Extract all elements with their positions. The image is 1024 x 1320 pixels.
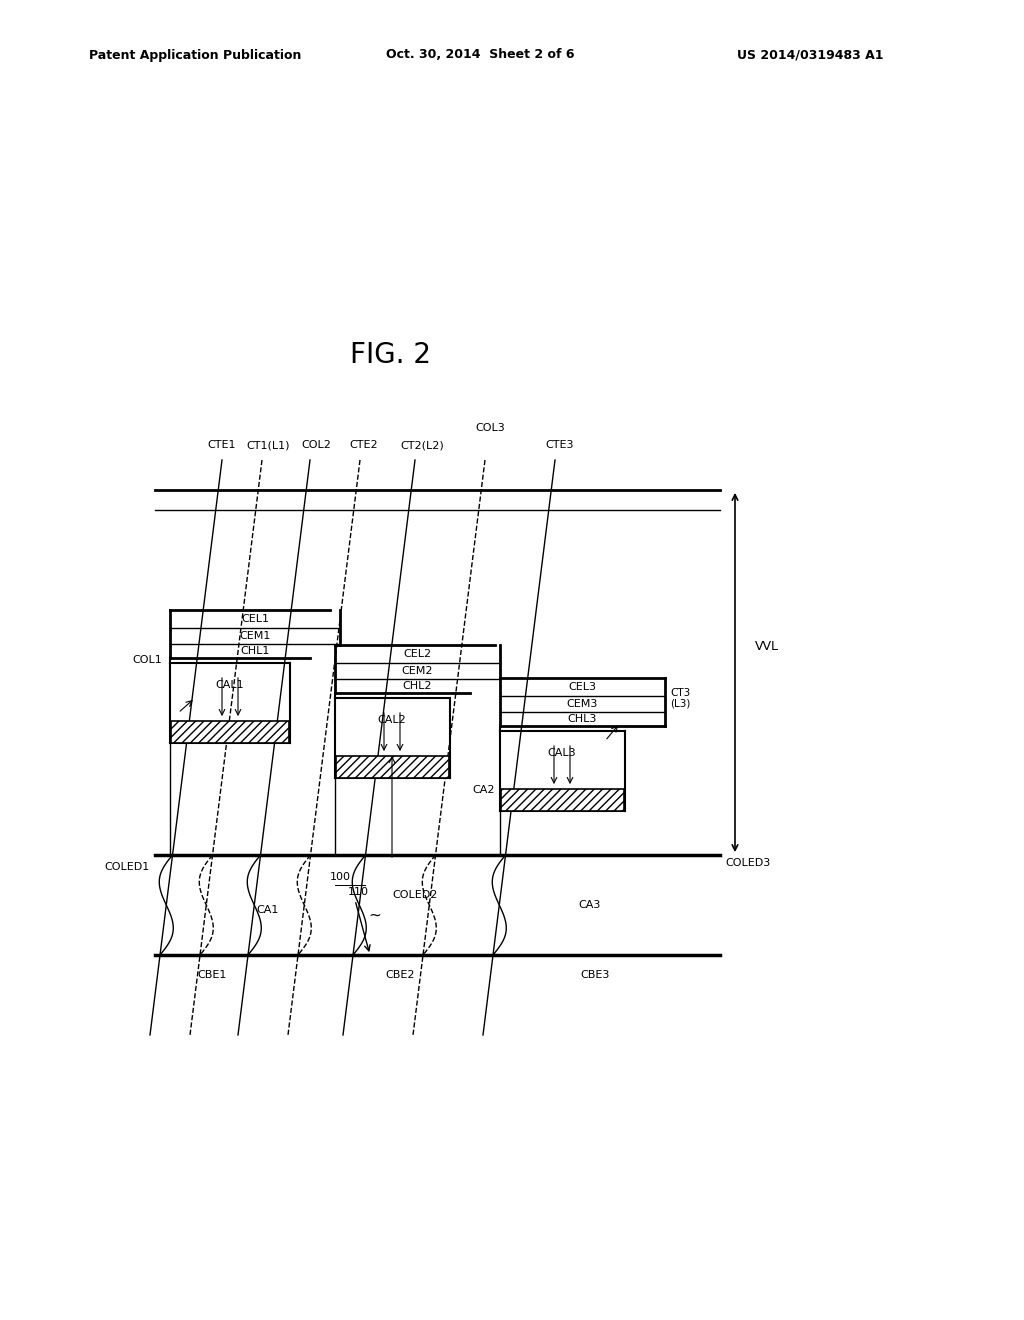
Text: CEL3: CEL3	[568, 682, 596, 692]
Text: (L3): (L3)	[670, 698, 690, 708]
Text: CBE1: CBE1	[198, 970, 226, 979]
Text: CAL3: CAL3	[548, 748, 577, 758]
Text: CA2: CA2	[472, 785, 495, 795]
Bar	[501, 789, 624, 810]
Text: COL1: COL1	[132, 655, 162, 665]
Text: CBE3: CBE3	[581, 970, 609, 979]
Text: CHL1: CHL1	[241, 645, 269, 656]
Text: CTE1: CTE1	[208, 440, 237, 450]
Text: CEM1: CEM1	[240, 631, 270, 642]
Text: FIG. 2: FIG. 2	[349, 341, 430, 370]
Text: CBE2: CBE2	[385, 970, 415, 979]
Text: CHL3: CHL3	[567, 714, 597, 723]
Bar	[171, 721, 289, 743]
Text: CTE3: CTE3	[546, 440, 574, 450]
Text: CT3: CT3	[670, 688, 690, 698]
Text: CA1: CA1	[257, 906, 280, 915]
Text: VVL: VVL	[755, 640, 779, 653]
Text: CEM2: CEM2	[401, 667, 433, 676]
Text: CEL1: CEL1	[241, 614, 269, 624]
Text: CTE2: CTE2	[349, 440, 378, 450]
Text: CHL2: CHL2	[402, 681, 432, 690]
Text: CT1(L1): CT1(L1)	[246, 440, 290, 450]
Text: CAL2: CAL2	[378, 715, 407, 725]
Text: COL2: COL2	[301, 440, 331, 450]
Text: Oct. 30, 2014  Sheet 2 of 6: Oct. 30, 2014 Sheet 2 of 6	[386, 49, 574, 62]
Text: Patent Application Publication: Patent Application Publication	[89, 49, 301, 62]
Text: CAL1: CAL1	[216, 680, 245, 690]
Text: COLED1: COLED1	[104, 862, 150, 873]
Text: CA3: CA3	[579, 900, 601, 909]
Text: CEM3: CEM3	[566, 700, 598, 709]
Bar	[336, 756, 449, 777]
Text: 100: 100	[330, 873, 350, 882]
Text: CT2(L2): CT2(L2)	[400, 440, 443, 450]
Text: COL3: COL3	[475, 422, 505, 433]
Text: COLED2: COLED2	[392, 890, 437, 900]
Text: ~: ~	[369, 908, 381, 923]
Text: CEL2: CEL2	[402, 649, 431, 659]
Text: US 2014/0319483 A1: US 2014/0319483 A1	[736, 49, 884, 62]
Text: 110: 110	[347, 887, 369, 898]
Text: COLED3: COLED3	[725, 858, 770, 869]
